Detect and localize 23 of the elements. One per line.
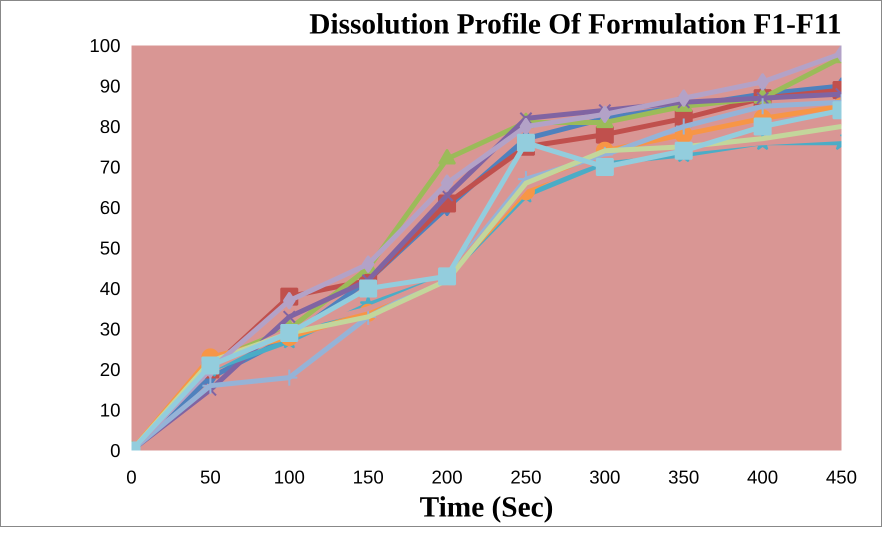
x-tick-label: 350 — [668, 466, 700, 488]
x-tick-label: 300 — [589, 466, 620, 488]
y-tick-label: 70 — [100, 156, 121, 178]
x-tick-label: 50 — [200, 466, 221, 488]
x-tick-label: 200 — [431, 466, 463, 488]
x-tick-label: 0 — [126, 466, 137, 488]
y-tick-label: 0 — [110, 440, 121, 461]
x-tick-label: 400 — [747, 466, 778, 488]
y-tick-label: 30 — [100, 318, 121, 340]
chart-title: Dissolution Profile Of Formulation F1-F11 — [309, 8, 842, 40]
y-tick-label: 100 — [89, 35, 121, 56]
y-tick-label: 90 — [100, 76, 121, 96]
y-tick-label: 10 — [100, 400, 121, 420]
x-axis-title: Time (Sec) — [420, 492, 554, 524]
y-tick-label: 60 — [100, 197, 121, 218]
y-tick-label: 80 — [100, 116, 121, 137]
x-tick-label: 100 — [274, 466, 305, 488]
y-tick-label: 50 — [100, 238, 121, 258]
y-tick-label: 40 — [100, 278, 121, 299]
x-tick-label: 150 — [352, 466, 384, 488]
y-tick-label: 20 — [100, 359, 121, 380]
x-tick-label: 250 — [510, 466, 542, 488]
x-tick-label: 450 — [826, 466, 858, 488]
